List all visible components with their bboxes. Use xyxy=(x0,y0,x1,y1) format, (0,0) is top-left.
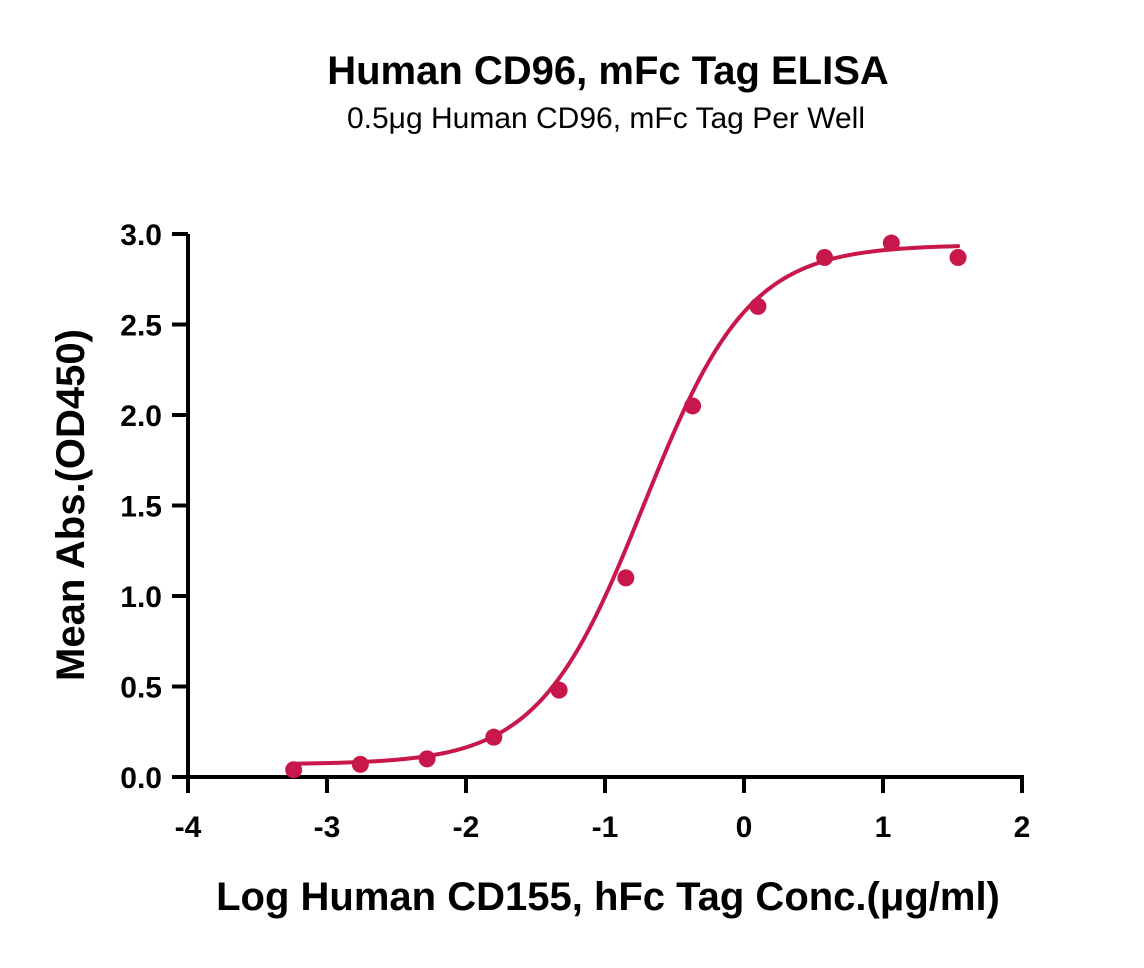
y-tick-label-4: 2.0 xyxy=(120,400,162,433)
fit-curve-0 xyxy=(291,244,961,766)
x-tick-label-3: -1 xyxy=(592,811,619,844)
x-tick-label-0: -4 xyxy=(175,811,202,844)
data-point-0-1 xyxy=(351,755,369,773)
data-point-0-6 xyxy=(684,397,702,415)
data-point-0-9 xyxy=(882,234,900,252)
y-tick-label-0: 0.0 xyxy=(120,762,162,795)
y-axis-label: Mean Abs.(OD450) xyxy=(49,329,93,681)
y-tick-label-5: 2.5 xyxy=(120,310,162,343)
y-tick-label-1: 0.5 xyxy=(120,672,162,705)
chart-title: Human CD96, mFc Tag ELISA xyxy=(327,49,889,93)
data-point-0-0 xyxy=(285,761,303,779)
y-tick-label-6: 3.0 xyxy=(120,219,162,252)
plot-area: -4 -3 -2 -1 0 1 2 0.0 0.5 1.0 1.5 2.0 2.5 3.0 xyxy=(120,219,1030,844)
data-point-0-2 xyxy=(418,750,436,768)
data-point-0-5 xyxy=(617,569,635,587)
chart-subtitle: 0.5μg Human CD96, mFc Tag Per Well xyxy=(347,102,865,135)
data-point-0-4 xyxy=(550,681,568,699)
x-axis-label: Log Human CD155, hFc Tag Conc.(μg/ml) xyxy=(216,875,1000,919)
data-point-0-8 xyxy=(816,249,834,267)
x-tick-label-5: 1 xyxy=(875,811,892,844)
x-tick-label-2: -2 xyxy=(453,811,480,844)
data-point-0-3 xyxy=(485,728,503,746)
x-tick-label-1: -3 xyxy=(314,811,341,844)
data-point-0-10 xyxy=(949,249,967,267)
y-tick-label-2: 1.0 xyxy=(120,581,162,614)
y-tick-label-3: 1.5 xyxy=(120,491,162,524)
x-tick-label-4: 0 xyxy=(736,811,753,844)
x-tick-label-6: 2 xyxy=(1014,811,1031,844)
data-point-0-7 xyxy=(749,297,767,315)
